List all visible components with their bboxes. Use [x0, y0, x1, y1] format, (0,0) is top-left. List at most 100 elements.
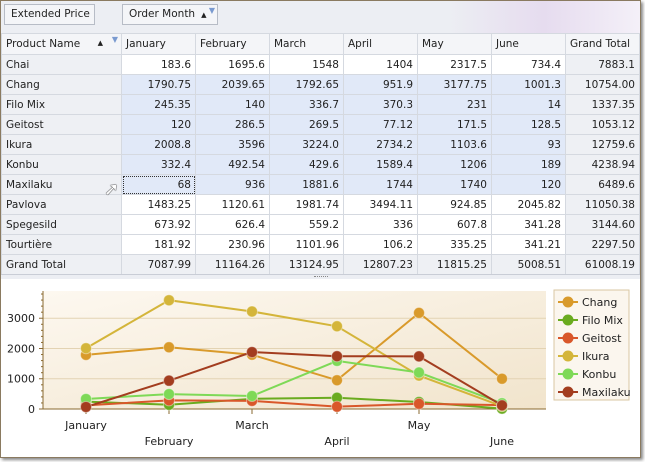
data-cell[interactable]: 1740 — [417, 174, 492, 195]
data-cell[interactable]: 230.96 — [195, 234, 270, 255]
data-cell[interactable]: 106.2 — [343, 234, 418, 255]
grand-total-cell[interactable]: 11050.38 — [565, 194, 640, 215]
data-cell[interactable]: 189 — [491, 154, 566, 175]
grand-total-cell[interactable]: 5008.51 — [491, 254, 566, 275]
data-point[interactable] — [246, 305, 258, 318]
data-cell[interactable]: 1981.74 — [269, 194, 344, 215]
data-point[interactable] — [413, 350, 425, 363]
data-cell[interactable]: 336.7 — [269, 94, 344, 115]
data-cell[interactable]: 559.2 — [269, 214, 344, 235]
data-point[interactable] — [331, 320, 343, 333]
data-cell[interactable]: 68 — [121, 174, 196, 195]
grand-total-cell[interactable]: 12759.6 — [565, 134, 640, 155]
data-point[interactable] — [331, 350, 343, 363]
row-header[interactable]: Grand Total — [1, 254, 122, 275]
data-cell[interactable]: 140 — [195, 94, 270, 115]
row-header[interactable]: Spegesild — [1, 214, 122, 235]
grand-total-cell[interactable]: 6489.6 — [565, 174, 640, 195]
data-cell[interactable]: 1548 — [269, 54, 344, 75]
data-cell[interactable]: 2039.65 — [195, 74, 270, 95]
data-cell[interactable]: 626.4 — [195, 214, 270, 235]
grand-total-cell[interactable]: 61008.19 — [565, 254, 640, 275]
row-field-product-name[interactable]: Product Name ▲ ▼ — [1, 33, 122, 55]
data-cell[interactable]: 2317.5 — [417, 54, 492, 75]
data-cell[interactable]: 2008.8 — [121, 134, 196, 155]
data-cell[interactable]: 128.5 — [491, 114, 566, 135]
data-point[interactable] — [331, 400, 343, 413]
data-cell[interactable]: 1206 — [417, 154, 492, 175]
data-cell[interactable]: 1792.65 — [269, 74, 344, 95]
grand-total-cell[interactable]: 7883.1 — [565, 54, 640, 75]
data-point[interactable] — [331, 374, 343, 387]
data-cell[interactable]: 1589.4 — [343, 154, 418, 175]
column-header[interactable]: May — [417, 33, 492, 55]
data-point[interactable] — [413, 306, 425, 319]
data-cell[interactable]: 245.35 — [121, 94, 196, 115]
data-cell[interactable]: 171.5 — [417, 114, 492, 135]
data-cell[interactable]: 370.3 — [343, 94, 418, 115]
data-point[interactable] — [80, 400, 92, 413]
data-cell[interactable]: 286.5 — [195, 114, 270, 135]
data-cell[interactable]: 1001.3 — [491, 74, 566, 95]
data-point[interactable] — [163, 374, 175, 387]
data-point[interactable] — [496, 372, 508, 385]
row-header[interactable]: Filo Mix — [1, 94, 122, 115]
data-cell[interactable]: 1101.96 — [269, 234, 344, 255]
data-cell[interactable]: 332.4 — [121, 154, 196, 175]
row-header[interactable]: Chai — [1, 54, 122, 75]
data-field-extended-price[interactable]: Extended Price — [4, 4, 95, 25]
grand-total-cell[interactable]: 2297.50 — [565, 234, 640, 255]
data-point[interactable] — [413, 397, 425, 410]
data-cell[interactable]: 492.54 — [195, 154, 270, 175]
data-cell[interactable]: 120 — [121, 114, 196, 135]
data-cell[interactable]: 3494.11 — [343, 194, 418, 215]
data-cell[interactable]: 231 — [417, 94, 492, 115]
filter-icon[interactable]: ▼ — [111, 35, 118, 44]
data-point[interactable] — [163, 388, 175, 401]
data-cell[interactable]: 341.28 — [491, 214, 566, 235]
data-cell[interactable]: 429.6 — [269, 154, 344, 175]
data-cell[interactable]: 673.92 — [121, 214, 196, 235]
column-header[interactable]: February — [195, 33, 270, 55]
splitter[interactable] — [1, 274, 640, 279]
data-cell[interactable]: 924.85 — [417, 194, 492, 215]
data-point[interactable] — [246, 390, 258, 403]
column-header[interactable]: June — [491, 33, 566, 55]
data-point[interactable] — [246, 346, 258, 359]
data-cell[interactable]: 269.5 — [269, 114, 344, 135]
data-cell[interactable]: 1695.6 — [195, 54, 270, 75]
data-cell[interactable]: 2734.2 — [343, 134, 418, 155]
row-header[interactable]: Geitost — [1, 114, 122, 135]
grand-total-cell[interactable]: 12807.23 — [343, 254, 418, 275]
data-cell[interactable]: 734.4 — [491, 54, 566, 75]
data-cell[interactable]: 14 — [491, 94, 566, 115]
column-header[interactable]: Grand Total — [565, 33, 640, 55]
data-cell[interactable]: 1404 — [343, 54, 418, 75]
data-cell[interactable]: 607.8 — [417, 214, 492, 235]
row-header[interactable]: Ikura — [1, 134, 122, 155]
data-cell[interactable]: 341.21 — [491, 234, 566, 255]
grand-total-cell[interactable]: 3144.60 — [565, 214, 640, 235]
data-cell[interactable]: 1103.6 — [417, 134, 492, 155]
data-cell[interactable]: 1120.61 — [195, 194, 270, 215]
data-point[interactable] — [496, 399, 508, 412]
grand-total-cell[interactable]: 11815.25 — [417, 254, 492, 275]
data-cell[interactable]: 3224.0 — [269, 134, 344, 155]
data-cell[interactable]: 3177.75 — [417, 74, 492, 95]
grand-total-cell[interactable]: 11164.26 — [195, 254, 270, 275]
column-field-order-month[interactable]: Order Month ▲ ▼ — [122, 4, 218, 25]
data-cell[interactable]: 1483.25 — [121, 194, 196, 215]
row-header[interactable]: Tourtière — [1, 234, 122, 255]
grand-total-cell[interactable]: 1053.12 — [565, 114, 640, 135]
row-header[interactable]: Maxilaku — [1, 174, 122, 195]
column-header[interactable]: March — [269, 33, 344, 55]
grand-total-cell[interactable]: 1337.35 — [565, 94, 640, 115]
data-point[interactable] — [413, 366, 425, 379]
filter-icon[interactable]: ▼ — [208, 6, 215, 15]
row-header[interactable]: Konbu — [1, 154, 122, 175]
row-header[interactable]: Chang — [1, 74, 122, 95]
data-cell[interactable]: 335.25 — [417, 234, 492, 255]
data-cell[interactable]: 951.9 — [343, 74, 418, 95]
column-header[interactable]: April — [343, 33, 418, 55]
row-header[interactable]: Pavlova — [1, 194, 122, 215]
